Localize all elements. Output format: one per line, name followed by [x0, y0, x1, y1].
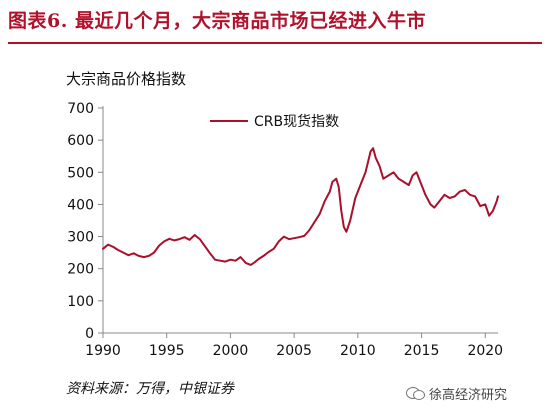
y-tick-label: 600	[67, 133, 94, 149]
title-divider	[8, 42, 542, 44]
y-tick-label: 500	[67, 165, 94, 181]
y-axis-label: 大宗商品价格指数	[66, 70, 187, 88]
watermark: 徐高经济研究	[406, 382, 507, 404]
source-note: 资料来源：万得，中银证券	[66, 381, 234, 397]
x-tick-label: 2000	[213, 343, 249, 359]
y-tick-label: 100	[67, 294, 94, 310]
x-tick-label: 1995	[149, 343, 185, 359]
y-tick-label: 300	[67, 230, 94, 246]
y-tick-label: 200	[67, 262, 94, 278]
watermark-label: 徐高经济研究	[429, 387, 508, 403]
legend-label: CRB现货指数	[254, 113, 339, 130]
y-tick-label: 400	[67, 197, 94, 213]
wechat-icon	[406, 385, 425, 401]
y-tick-label: 700	[67, 101, 94, 117]
x-tick-label: 1990	[85, 343, 121, 359]
x-tick-label: 2010	[340, 343, 376, 359]
y-tick-label: 0	[85, 326, 94, 342]
series-line-0	[102, 147, 499, 266]
x-tick-label: 2005	[276, 343, 312, 359]
figure-title: 图表6. 最近几个月，大宗商品市场已经进入牛市	[8, 10, 426, 32]
x-tick-label: 2020	[467, 343, 503, 359]
x-tick-label: 2015	[404, 343, 440, 359]
